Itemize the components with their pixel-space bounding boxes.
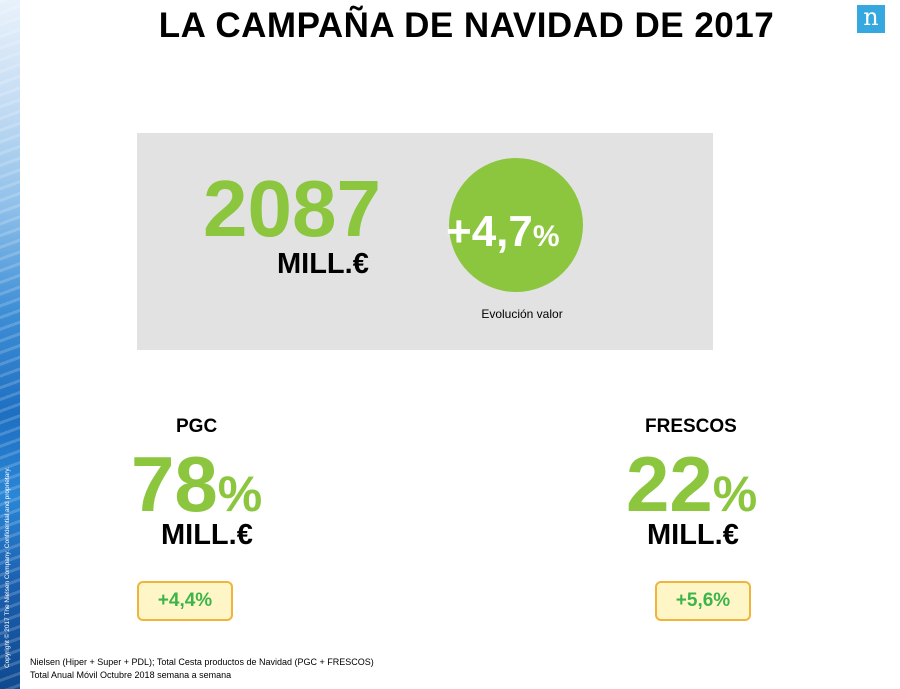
source-note-line-2: Total Anual Móvil Octubre 2018 semana a … [30, 670, 232, 680]
total-panel [137, 133, 713, 350]
copyright-notice: Copyright © 2017 The Nielsen Company. Co… [4, 467, 11, 668]
nielsen-logo: n [857, 5, 885, 33]
growth-number: +4,7 [446, 207, 533, 256]
segment-share-pgc: 78% [131, 444, 262, 547]
segment-label-frescos: FRESCOS [645, 416, 737, 437]
total-value: 2087 [203, 164, 381, 253]
segment-label-pgc: PGC [176, 416, 218, 437]
share-percent-sign: % [217, 466, 263, 522]
share-number: 22 [626, 440, 713, 528]
source-note-line-1: Nielsen (Hiper + Super + PDL); Total Ces… [30, 657, 374, 667]
segment-growth-badge-pgc: +4,4% [137, 581, 233, 621]
segment-share-frescos: 22% [626, 444, 757, 547]
growth-percent-sign: % [532, 220, 560, 253]
segment-unit-pgc: MILL.€ [161, 519, 253, 551]
growth-circle [449, 158, 583, 292]
total-unit: MILL.€ [277, 248, 369, 280]
growth-caption: Evolución valor [481, 307, 563, 321]
left-decorative-band [0, 0, 20, 689]
slide-title: LA CAMPAÑA DE NAVIDAD DE 2017 [158, 6, 775, 45]
share-number: 78 [131, 440, 218, 528]
segment-growth-badge-frescos: +5,6% [655, 581, 751, 621]
growth-value: +4,7% [446, 207, 560, 267]
share-percent-sign: % [712, 466, 758, 522]
segment-unit-frescos: MILL.€ [647, 519, 739, 551]
